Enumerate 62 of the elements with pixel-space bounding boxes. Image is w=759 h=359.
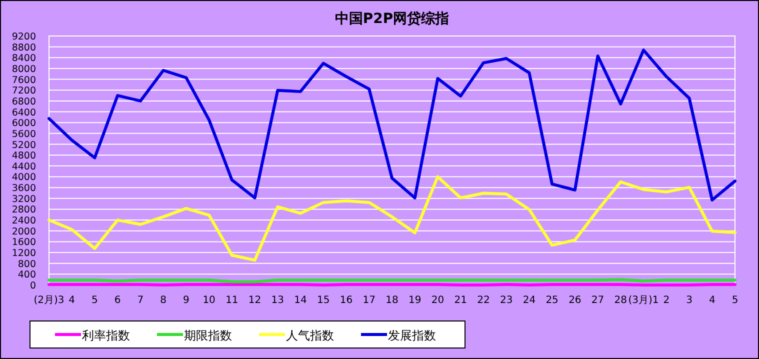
x-tick-label: (3月)1 [628, 295, 659, 306]
line-series [48, 175, 736, 262]
x-tick-label: 15 [317, 295, 330, 306]
y-tick-label: 1600 [12, 237, 36, 248]
x-tick-label: 24 [522, 295, 536, 306]
x-tick-label: 27 [591, 295, 604, 306]
y-tick-label: 9200 [12, 32, 36, 42]
x-tick-label: 7 [137, 295, 144, 306]
y-tick-label: 2800 [12, 204, 36, 216]
line-series [48, 48, 736, 202]
x-tick-label: 5 [92, 295, 98, 306]
x-tick-label: 6 [114, 295, 121, 306]
y-tick-label: 7600 [12, 74, 36, 86]
x-tick-label: 21 [454, 295, 467, 306]
x-tick-label: 8 [160, 295, 167, 306]
y-tick-label: 3200 [12, 194, 36, 205]
y-tick-label: 800 [18, 258, 36, 270]
y-tick-label: 6400 [12, 107, 36, 118]
y-tick-label: 6000 [12, 118, 36, 130]
y-tick-label: 1200 [12, 248, 36, 260]
x-tick-label: 18 [386, 295, 398, 306]
x-tick-label: 28 [614, 295, 628, 306]
y-tick-label: 8800 [12, 42, 36, 54]
x-tick-label: 4 [708, 295, 716, 306]
x-tick-label: 14 [294, 295, 307, 306]
legend-label: 发展指数 [388, 328, 436, 342]
x-tick-label: 4 [68, 295, 76, 306]
x-tick-label: 19 [408, 295, 422, 306]
chart-title: 中国P2P网贷综指 [334, 10, 450, 27]
y-tick-label: 4400 [12, 161, 36, 172]
x-tick-label: 5 [732, 295, 738, 306]
y-tick-label: 5600 [12, 128, 36, 140]
y-tick-label: 3600 [12, 183, 36, 194]
y-tick-label: 8000 [12, 64, 36, 75]
x-tick-label: 25 [546, 295, 558, 306]
x-tick-label: 12 [248, 295, 262, 306]
y-tick-label: 6800 [12, 96, 36, 108]
x-tick-label: 11 [226, 295, 238, 306]
x-tick-label: 26 [568, 295, 582, 306]
y-tick-label: 2400 [12, 216, 36, 227]
x-tick-label: 22 [477, 295, 490, 306]
y-tick-label: 8400 [12, 53, 36, 64]
legend-label: 人气指数 [286, 328, 334, 342]
x-tick-label: 2 [663, 295, 670, 306]
y-tick-label: 400 [18, 270, 36, 281]
x-tick-label: 13 [271, 295, 284, 306]
x-tick-label: (2月)3 [34, 295, 64, 306]
y-tick-label: 7200 [12, 86, 36, 97]
legend-label: 期限指数 [184, 328, 232, 342]
x-tick-label: 17 [362, 295, 376, 306]
y-tick-label: 4800 [12, 150, 36, 162]
y-tick-label: 0 [30, 280, 36, 292]
x-tick-label: 10 [202, 295, 216, 306]
x-tick-label: 9 [183, 295, 190, 306]
x-tick-label: 3 [686, 295, 692, 306]
legend-label: 利率指数 [82, 328, 130, 342]
x-tick-label: 20 [431, 295, 444, 306]
x-tick-label: 16 [340, 295, 353, 306]
x-tick-label: 23 [500, 295, 513, 306]
y-tick-label: 5200 [12, 140, 36, 151]
y-tick-label: 4000 [12, 172, 36, 184]
y-tick-label: 2000 [12, 226, 36, 238]
